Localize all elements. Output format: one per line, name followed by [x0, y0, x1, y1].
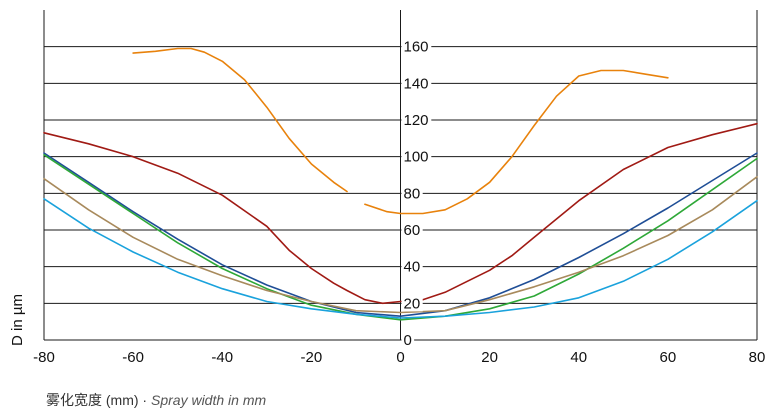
y-tick-bg-0: [401, 331, 415, 348]
series-line-3: [43, 152, 758, 317]
y-tick-label-100: 100: [404, 149, 429, 166]
y-tick-bg-100: [401, 147, 432, 165]
x-tick-label-0: 0: [396, 349, 404, 366]
y-tick-bg-60: [401, 221, 423, 238]
y-tick-label-160: 160: [404, 39, 429, 56]
x-tick-label-20: 20: [481, 349, 498, 366]
series-line-5: [43, 176, 758, 314]
y-tick-label-140: 140: [404, 75, 429, 92]
y-tick-bg-40: [401, 257, 423, 275]
y-tick-label-20: 20: [404, 295, 421, 312]
x-axis-label-cn: 雾化宽度 (mm): [46, 392, 139, 408]
y-tick-bg-160: [401, 37, 432, 55]
y-tick-bg-20: [401, 294, 423, 312]
series-line-1-part-2: [364, 69, 669, 215]
x-tick-label-neg40: -40: [211, 349, 233, 366]
y-tick-bg-120: [401, 111, 432, 128]
series-line-4: [43, 154, 758, 321]
y-tick-label-80: 80: [404, 185, 421, 202]
x-tick-label-neg80: -80: [33, 349, 55, 366]
series-line-6: [43, 198, 758, 319]
series-line-1-part-1: [132, 47, 348, 193]
axes: [43, 10, 758, 341]
x-tick-label-80: 80: [749, 349, 766, 366]
x-axis-label-separator: ·: [138, 392, 151, 408]
x-tick-label-neg20: -20: [301, 349, 323, 366]
x-tick-label-60: 60: [660, 349, 677, 366]
x-tick-label-40: 40: [570, 349, 587, 366]
series-line-2: [43, 122, 758, 305]
y-tick-label-120: 120: [404, 112, 429, 129]
y-tick-label-60: 60: [404, 222, 421, 239]
y-tick-bg-140: [401, 74, 432, 92]
x-axis-label-en: Spray width in mm: [151, 392, 267, 408]
series-lines: [43, 47, 758, 321]
y-tick-label-0: 0: [404, 332, 412, 349]
y-axis-label: D in µm: [9, 294, 26, 346]
x-axis-caption: 雾化宽度 (mm) · Spray width in mm: [46, 390, 266, 410]
x-tick-label-neg60: -60: [122, 349, 144, 366]
tick-labels: 0 20 40 60 80 100 120 140 160 -80 -60 -40 -20 0 20 40 60…: [33, 37, 766, 366]
y-tick-label-40: 40: [404, 259, 421, 276]
y-tick-bg-80: [401, 184, 423, 202]
